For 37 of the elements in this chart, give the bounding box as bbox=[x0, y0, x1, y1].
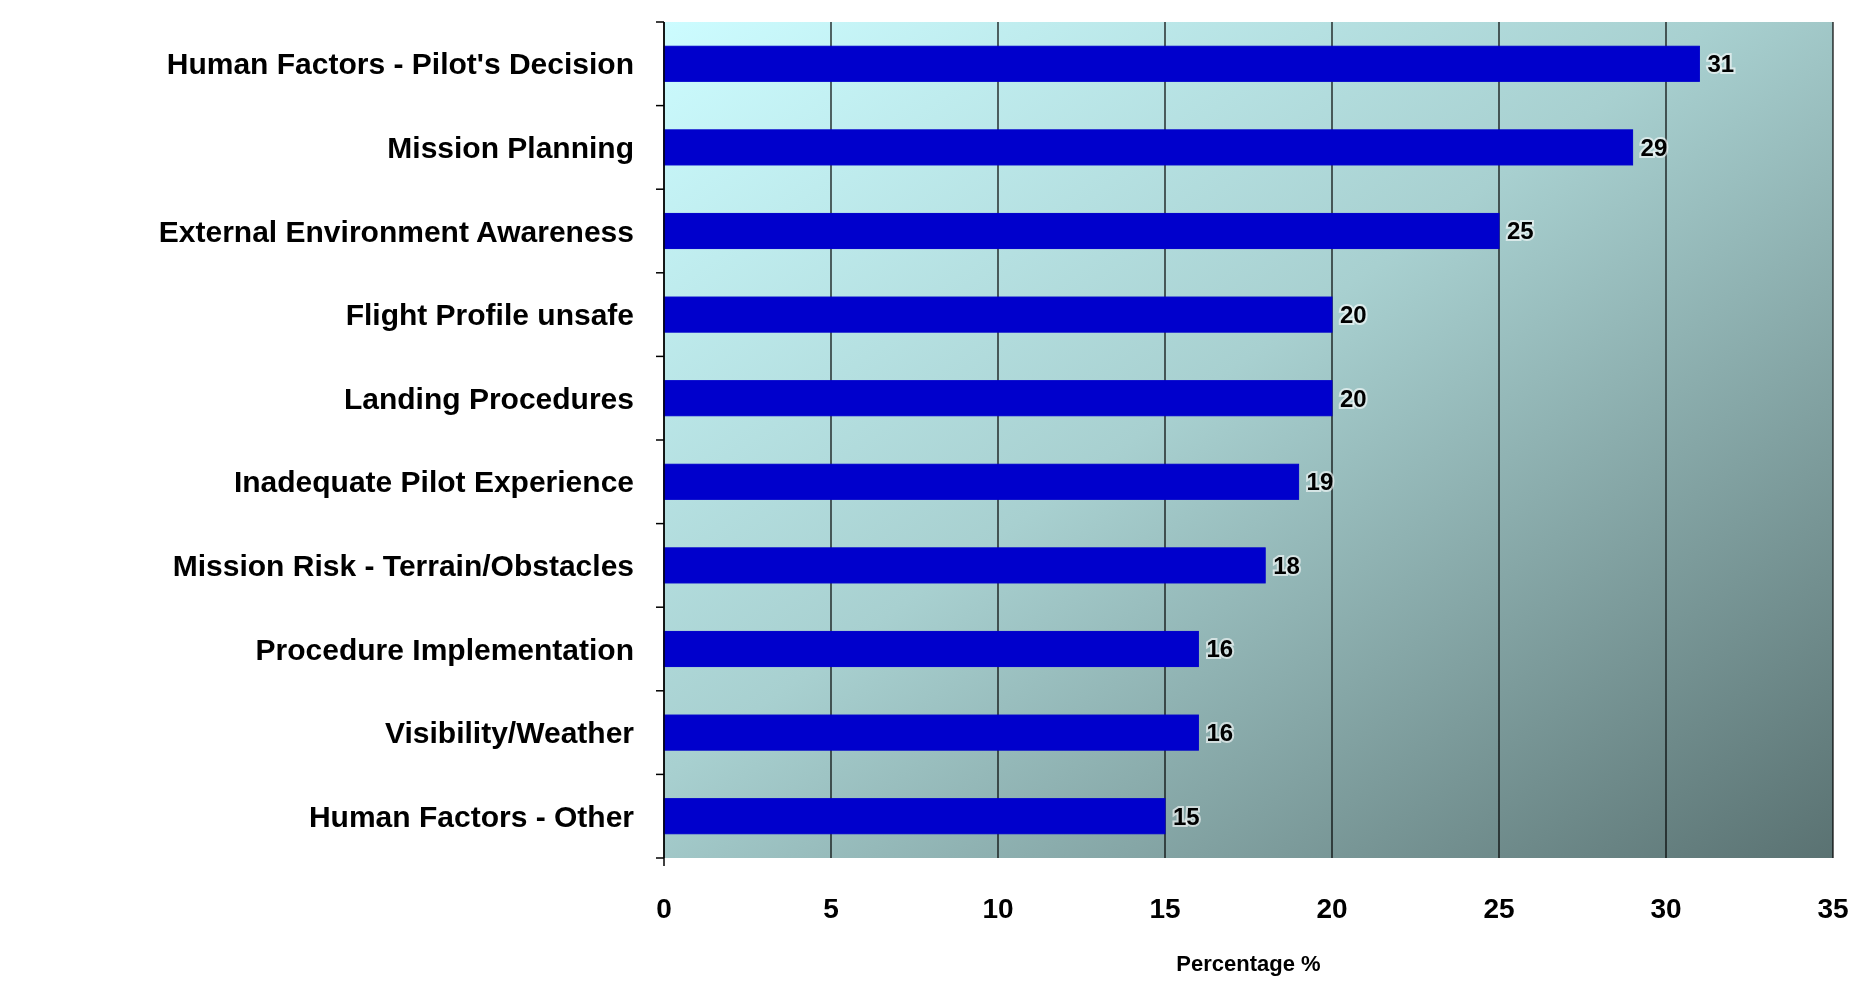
data-label: 18 bbox=[1273, 551, 1300, 579]
bar bbox=[663, 463, 1300, 500]
x-tick-label: 5 bbox=[823, 893, 839, 924]
bar bbox=[663, 714, 1199, 751]
bar bbox=[663, 380, 1333, 417]
y-tick-label: External Environment Awareness bbox=[158, 214, 634, 248]
data-label: 20 bbox=[1340, 384, 1367, 412]
data-label: 16 bbox=[1206, 635, 1234, 663]
y-tick-label: Visibility/Weather bbox=[385, 716, 635, 750]
y-tick-label: Human Factors - Other bbox=[308, 799, 635, 833]
y-tick-label: Mission Planning bbox=[387, 130, 634, 164]
y-tick-label: Landing Procedures bbox=[343, 381, 634, 415]
bar bbox=[663, 129, 1634, 166]
bar bbox=[663, 547, 1266, 584]
x-tick-label: 30 bbox=[1650, 893, 1682, 924]
x-tick-label: 15 bbox=[1149, 893, 1181, 924]
bar bbox=[663, 630, 1199, 668]
x-tick-label: 10 bbox=[982, 893, 1014, 924]
x-tick-label: 25 bbox=[1483, 893, 1515, 924]
data-label: 15 bbox=[1173, 802, 1200, 830]
bar bbox=[663, 798, 1166, 835]
data-label: 25 bbox=[1507, 217, 1534, 245]
bar bbox=[663, 296, 1333, 333]
data-label: 31 bbox=[1707, 50, 1735, 78]
bar bbox=[663, 212, 1500, 250]
y-tick-label: Procedure Implementation bbox=[255, 632, 634, 666]
x-axis-title: Percentage % bbox=[1176, 951, 1321, 976]
y-tick-label: Human Factors - Pilot's Decision bbox=[166, 47, 634, 81]
x-tick-label: 35 bbox=[1817, 893, 1849, 924]
data-label: 16 bbox=[1206, 719, 1234, 746]
bar bbox=[663, 45, 1700, 82]
y-tick-label: Flight Profile unsafe bbox=[345, 298, 634, 332]
x-tick-label: 20 bbox=[1316, 893, 1348, 924]
y-tick-label: Inadequate Pilot Experience bbox=[233, 465, 634, 499]
x-tick-label: 0 bbox=[656, 893, 672, 924]
data-label: 20 bbox=[1340, 301, 1367, 328]
y-tick-label: Mission Risk - Terrain/Obstacles bbox=[172, 548, 634, 582]
